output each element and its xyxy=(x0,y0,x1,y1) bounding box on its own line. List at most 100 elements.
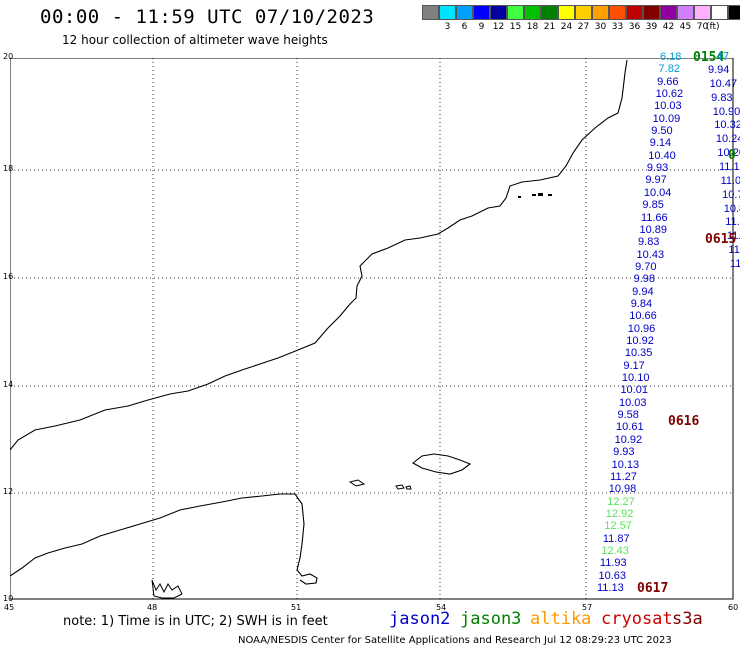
wave-height-value: 10.40 xyxy=(648,149,676,162)
wave-height-value: 11.08 xyxy=(720,174,740,187)
wave-height-value: 10.35 xyxy=(624,347,653,360)
lat-label: 16 xyxy=(3,272,14,281)
time-label: 47 xyxy=(716,50,730,63)
lon-label: 54 xyxy=(436,603,447,612)
legend-swatch xyxy=(609,5,626,20)
wave-height-value: 10.62 xyxy=(655,88,684,101)
wave-height-value: 11.59 xyxy=(725,216,740,229)
lon-label: 60 xyxy=(728,603,739,612)
wave-height-value: 6.18 xyxy=(660,51,682,63)
coastline-oman-yemen xyxy=(10,59,628,451)
wave-height-value: 9.58 xyxy=(617,409,639,422)
legend-label: 3 xyxy=(444,22,451,32)
wave-height-value: 10.98 xyxy=(608,483,637,496)
satellite-s3a: s3a xyxy=(672,609,703,629)
credit-line: NOAA/NESDIS Center for Satellite Applica… xyxy=(238,635,672,646)
wave-height-value: 10.89 xyxy=(639,223,668,236)
wave-height-value: 9.94 xyxy=(708,64,730,76)
kuria-muria-islands xyxy=(518,193,552,198)
legend-swatch xyxy=(626,5,643,20)
wave-height-value: 10.24 xyxy=(715,133,740,146)
satellite-jason2: jason2 xyxy=(389,609,451,629)
abd-al-kuri-island xyxy=(348,479,366,487)
wave-height-value: 10.96 xyxy=(627,322,656,335)
wave-height-value: 11.66 xyxy=(640,211,668,224)
satellite-cryosat: cryosat xyxy=(601,609,673,629)
legend-label: 18 xyxy=(526,22,539,32)
coastal-feature xyxy=(151,579,183,599)
color-scale-legend xyxy=(422,5,740,20)
wave-height-value: 10.01 xyxy=(620,384,648,397)
time-label: 0 xyxy=(728,148,736,163)
legend-label: 33 xyxy=(611,22,624,32)
wave-height-value: 10.63 xyxy=(598,569,626,582)
wave-height-value: 9.94 xyxy=(632,285,654,298)
footer-note: note: 1) Time is in UTC; 2) SWH is in fe… xyxy=(63,614,328,629)
legend-label: 9 xyxy=(478,22,485,32)
wave-height-value: 9.70 xyxy=(635,260,657,273)
legend-label xyxy=(422,22,439,32)
wave-height-value: 10.66 xyxy=(629,310,657,323)
wave-height-value: 11.27 xyxy=(610,470,637,483)
wave-height-value: 12.92 xyxy=(605,507,634,520)
wave-height-value: 9.84 xyxy=(630,297,653,310)
wave-height-value: 12.57 xyxy=(604,520,632,533)
legend-swatch xyxy=(575,5,592,20)
wave-height-value: 10.85 xyxy=(723,202,740,215)
lat-label: 20 xyxy=(3,52,14,61)
wave-height-value: 10.90 xyxy=(712,105,740,118)
legend-swatch xyxy=(558,5,575,20)
wave-height-value: 11.3 xyxy=(726,230,740,243)
legend-swatch xyxy=(592,5,609,20)
satellite-jason3: jason3 xyxy=(460,609,522,629)
wave-height-value: 11 xyxy=(730,258,740,270)
wave-height-value: 10.04 xyxy=(643,186,672,199)
wave-height-value: 10.09 xyxy=(652,112,681,125)
lat-label: 18 xyxy=(3,164,14,173)
satellite-altika: altika xyxy=(530,609,592,629)
lon-label: 51 xyxy=(291,603,302,612)
wave-height-value: 9.17 xyxy=(623,359,645,372)
wave-height-value: 9.97 xyxy=(645,174,667,187)
legend-label: 70 xyxy=(696,22,709,32)
wave-height-value: 10.10 xyxy=(621,372,650,385)
wave-height-value: 9.85 xyxy=(642,199,664,212)
legend-label: 6 xyxy=(461,22,468,32)
legend-swatch xyxy=(439,5,456,20)
samhah-island xyxy=(395,484,412,490)
map-frame xyxy=(10,58,734,600)
legend-swatch xyxy=(728,5,740,20)
legend-label: 27 xyxy=(577,22,590,32)
legend-swatch xyxy=(456,5,473,20)
wave-height-value: 11.93 xyxy=(599,557,627,570)
legend-label: 30 xyxy=(594,22,607,32)
wave-height-value: 11. xyxy=(728,244,740,257)
wave-height-value: 10.71 xyxy=(722,188,740,201)
legend-label: 39 xyxy=(645,22,658,32)
legend-swatch xyxy=(507,5,524,20)
lat-label: 12 xyxy=(3,487,14,496)
legend-swatch xyxy=(643,5,660,20)
lon-label: 48 xyxy=(147,603,158,612)
wave-height-value: 10.92 xyxy=(626,335,654,348)
wave-height-value: 11.18 xyxy=(719,161,740,173)
legend-label: 42 xyxy=(662,22,675,32)
wave-height-value: 7.82 xyxy=(658,63,680,76)
lon-label: 45 xyxy=(4,603,15,612)
wave-height-value: 9.50 xyxy=(651,125,673,138)
lat-label: 14 xyxy=(3,380,14,389)
page-subtitle: 12 hour collection of altimeter wave hei… xyxy=(62,33,328,47)
wave-height-value: 9.93 xyxy=(613,446,635,459)
wave-height-value: 11.13 xyxy=(597,582,624,594)
wave-height-value: 9.83 xyxy=(711,91,733,104)
color-scale-labels: 3 6 9 12 15 18 21 24 27 30 33 36 39 42 45 70 xyxy=(422,22,728,32)
wave-height-map xyxy=(10,58,734,600)
wave-height-value: 10.03 xyxy=(654,100,682,113)
wave-height-value: 9.93 xyxy=(646,162,669,175)
wave-height-value: 10.47 xyxy=(709,77,738,90)
legend-swatch xyxy=(694,5,711,20)
legend-label: 15 xyxy=(509,22,522,32)
wave-height-value: 9.66 xyxy=(657,75,679,88)
legend-label: 36 xyxy=(628,22,641,32)
wave-height-value: 10.32 xyxy=(714,119,740,132)
